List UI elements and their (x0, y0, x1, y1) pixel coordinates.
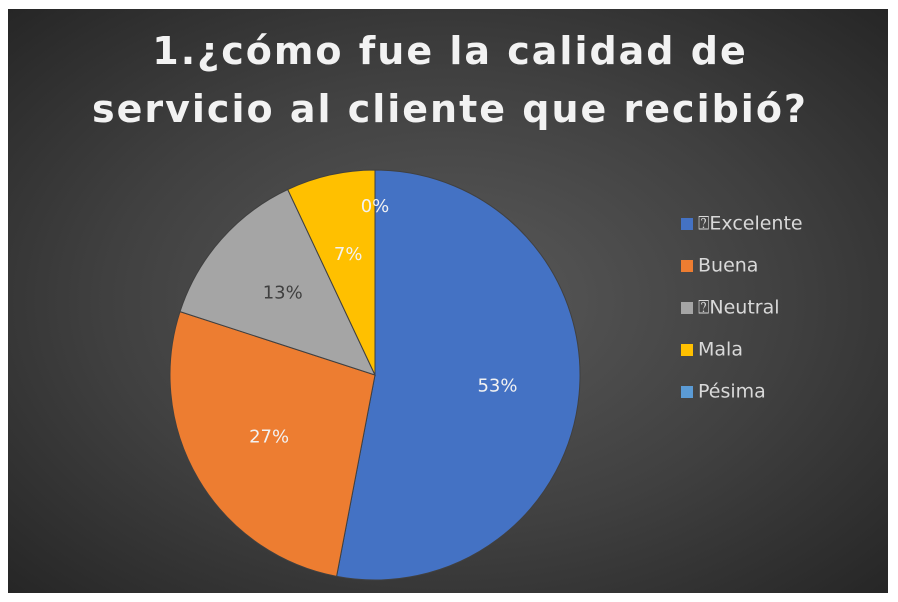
legend-label: Mala (698, 339, 743, 361)
legend-label: ⍰Neutral (698, 297, 780, 319)
legend-swatch (681, 386, 693, 398)
data-label: 27% (249, 427, 289, 448)
chart-title: 1.¿cómo fue la calidad de servicio al cl… (92, 29, 808, 131)
legend-label: Pésima (698, 381, 766, 403)
data-label: 53% (477, 376, 517, 397)
legend-swatch (681, 344, 693, 356)
data-label: 7% (334, 244, 363, 265)
data-label: 13% (263, 283, 303, 304)
pie-slice (169, 311, 376, 577)
pie-slice (179, 188, 376, 376)
legend-label: ⍰Excelente (698, 213, 803, 235)
pie-slice (336, 169, 581, 581)
legend-swatch (681, 260, 693, 272)
data-label: 0% (361, 196, 390, 217)
legend-label: Buena (698, 255, 758, 277)
legend-swatch (681, 302, 693, 314)
legend-swatch (681, 218, 693, 230)
